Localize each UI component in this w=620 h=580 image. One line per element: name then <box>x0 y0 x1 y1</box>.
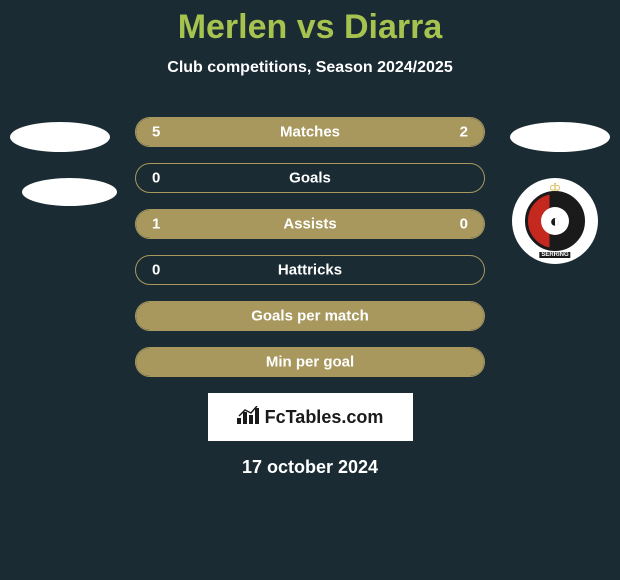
stat-row: Goals per match <box>135 301 485 331</box>
stat-label: Matches <box>280 124 340 141</box>
stat-label: Assists <box>283 216 336 233</box>
lion-icon: ◐ <box>541 207 569 235</box>
comparison-card: Merlen vs Diarra Club competitions, Seas… <box>0 0 620 478</box>
bar-left <box>136 210 407 238</box>
bar-right <box>407 210 484 238</box>
fctables-label: FcTables.com <box>265 407 384 428</box>
club-badge-left-placeholder <box>22 178 117 206</box>
stat-value-left: 5 <box>152 124 160 141</box>
stat-value-left: 0 <box>152 170 160 187</box>
badge-label: SERRING <box>539 252 570 258</box>
badge-inner: ♔ ◐ SERRING <box>520 186 590 256</box>
bar-right <box>384 118 484 146</box>
stat-value-left: 0 <box>152 262 160 279</box>
stat-value-right: 0 <box>460 216 468 233</box>
club-badge-right: ♔ ◐ SERRING <box>512 178 598 264</box>
stat-value-left: 1 <box>152 216 160 233</box>
stat-label: Goals per match <box>251 308 369 325</box>
stat-label: Hattricks <box>278 262 342 279</box>
stat-row: 0 Goals <box>135 163 485 193</box>
player-avatar-left <box>10 122 110 152</box>
bar-left <box>136 118 384 146</box>
subtitle: Club competitions, Season 2024/2025 <box>0 59 620 77</box>
stat-value-right: 2 <box>460 124 468 141</box>
fctables-watermark: FcTables.com <box>208 393 413 441</box>
page-title: Merlen vs Diarra <box>0 8 620 47</box>
stat-row: Min per goal <box>135 347 485 377</box>
stat-label: Min per goal <box>266 354 354 371</box>
stat-label: Goals <box>289 170 331 187</box>
date-label: 17 october 2024 <box>0 457 620 478</box>
stat-row: 0 Hattricks <box>135 255 485 285</box>
stat-row: 5 2 Matches <box>135 117 485 147</box>
chart-icon <box>237 406 259 429</box>
stat-row: 1 0 Assists <box>135 209 485 239</box>
player-avatar-right <box>510 122 610 152</box>
